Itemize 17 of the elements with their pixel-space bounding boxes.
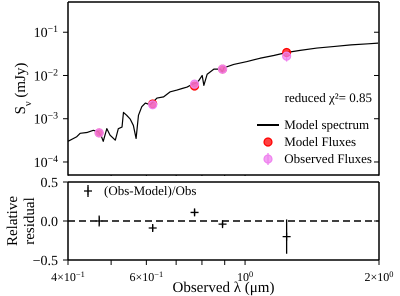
y-tick-label: 10$^{−4}$ xyxy=(34,153,58,171)
y-tick-label: 10$^{−1}$ xyxy=(34,24,58,42)
y-tick-label: −0.5 xyxy=(32,254,58,269)
y-tick-label: 10$^{−3}$ xyxy=(34,110,58,128)
legend-label: Model spectrum xyxy=(284,116,370,132)
y-tick-label: 0.0 xyxy=(40,215,58,230)
y-axis-title: Relative residual xyxy=(5,196,38,246)
x-tick-label: 4×10$^{−1}$ xyxy=(51,270,85,284)
y-tick-label: 0.5 xyxy=(40,176,58,191)
annotation: reduced χ²= 0.85 xyxy=(284,90,372,106)
legend-label: Observed Fluxes xyxy=(284,150,372,166)
legend-label: Model Fluxes xyxy=(284,134,356,150)
x-axis-title: Observed λ (μm) xyxy=(172,280,274,296)
x-tick-label: 2×10$^{0}$ xyxy=(364,270,394,284)
x-tick-label: 6×10$^{−1}$ xyxy=(130,270,164,284)
y-tick-label: 10$^{−2}$ xyxy=(34,66,58,84)
legend-label: (Obs-Model)/Obs xyxy=(104,182,196,198)
